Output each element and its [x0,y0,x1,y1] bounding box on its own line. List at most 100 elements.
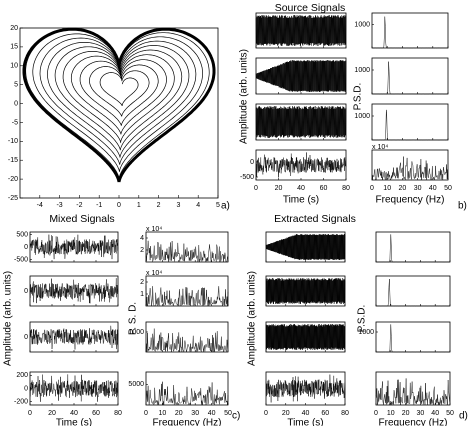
x-tick-label: 3 [176,202,180,209]
x-tick-label: 0 [117,202,121,209]
x-tick-label: 60 [321,410,329,417]
x-tick-label: 20 [275,185,283,192]
x-tick-label: 0 [28,410,32,417]
y-tick-label: 500 [16,231,28,238]
axes-frame [145,371,229,406]
y-tick-label: 2 [140,279,144,286]
waveform [265,233,346,261]
x-tick-label: 40 [208,410,216,417]
waveform [265,374,346,403]
axis-exponent: x 10⁴ [372,144,388,151]
limit-cycle [22,27,216,183]
y-tick-label: 4 [140,235,144,242]
axes-frame [375,275,451,307]
y-tick-label: 1000 [354,67,370,74]
y-tick-label: 5 [14,82,18,89]
y-tick-label: -500 [14,256,28,263]
x-tick-label: 5 [216,202,220,209]
y-axis-label: P. S. D. [128,302,139,335]
spectrum [371,109,448,141]
y-tick-label: 1000 [354,22,370,29]
x-tick-label: 60 [320,185,328,192]
x-tick-label: 50 [224,410,232,417]
trajectory [25,29,210,179]
panel-label: b) [458,201,467,212]
x-axis-label: Time (s) [283,195,319,206]
y-tick-label: 5000 [128,381,144,388]
x-tick-label: 0 [370,185,374,192]
x-tick-label: 2 [157,202,161,209]
x-tick-label: 50 [444,185,452,192]
panel-title: Mixed Signals [49,213,114,225]
y-tick-label: -20 [8,176,18,183]
x-tick-label: 80 [114,410,122,417]
axes-frame [375,231,451,263]
waveform [255,59,347,93]
y-axis-label: Amplitude (arb. units) [239,49,250,144]
spectrum [145,328,229,353]
panel-label: c) [232,411,240,422]
x-tick-label: -1 [96,202,102,209]
x-tick-label: 4 [196,202,200,209]
x-tick-label: 10 [387,410,395,417]
y-tick-label: -25 [8,195,18,202]
waveform [255,14,347,47]
x-tick-label: 20 [175,410,183,417]
x-tick-label: 1 [137,202,141,209]
axes-frame [371,149,449,181]
x-tick-label: 20 [48,410,56,417]
y-tick-label: 1000 [128,329,144,336]
x-axis-label: Frequency (Hz) [153,418,222,426]
waveform [265,277,346,305]
y-tick-label: 2 [140,247,144,254]
axis-exponent: x 10⁴ [146,270,162,277]
axes-frame [145,231,229,263]
y-tick-label: 0 [14,100,18,107]
x-tick-label: 0 [254,185,258,192]
axis-exponent: x 10⁴ [146,226,162,233]
spectrum [375,378,451,406]
x-tick-label: 40 [70,410,78,417]
y-tick-label: 20 [10,25,18,32]
x-tick-label: 0 [144,410,148,417]
spectrum [375,278,451,307]
y-axis-label: Amplitude (arb. units) [247,271,258,366]
x-tick-label: 40 [431,410,439,417]
spectrum [372,61,448,95]
spectrum [145,285,229,307]
y-axis-label: P.S.D. [357,305,368,333]
y-tick-label: 1 [140,291,144,298]
x-tick-label: 30 [414,185,422,192]
x-axis-label: Frequency (Hz) [376,195,445,206]
x-tick-label: 80 [341,410,349,417]
panel-title: Source Signals [275,2,346,14]
y-tick-label: -5 [12,119,18,126]
axes-frame [145,321,229,353]
x-tick-label: 20 [399,185,407,192]
y-tick-label: 0 [24,334,28,341]
x-tick-label: 10 [159,410,167,417]
y-tick-label: 1000 [354,113,370,120]
x-tick-label: 50 [446,410,454,417]
x-axis-label: Time (s) [287,418,323,426]
x-axis-label: Frequency (Hz) [379,418,448,426]
waveform [29,278,119,304]
x-tick-label: 0 [264,410,268,417]
y-tick-label: 0 [24,244,28,251]
y-tick-label: 1000 [358,329,374,336]
x-tick-label: 20 [282,410,290,417]
waveform [29,234,119,260]
y-tick-label: -10 [8,138,18,145]
y-tick-label: 200 [16,372,28,379]
axes-frame [371,103,449,141]
spectrum [145,240,229,263]
x-tick-label: 30 [417,410,425,417]
y-tick-label: 0 [24,288,28,295]
x-tick-label: -2 [76,202,82,209]
axes-frame [371,12,449,49]
waveform [265,323,346,351]
x-axis-label: Time (s) [56,418,92,426]
spectrum [371,156,449,181]
panel-title: Extracted Signals [274,213,356,225]
